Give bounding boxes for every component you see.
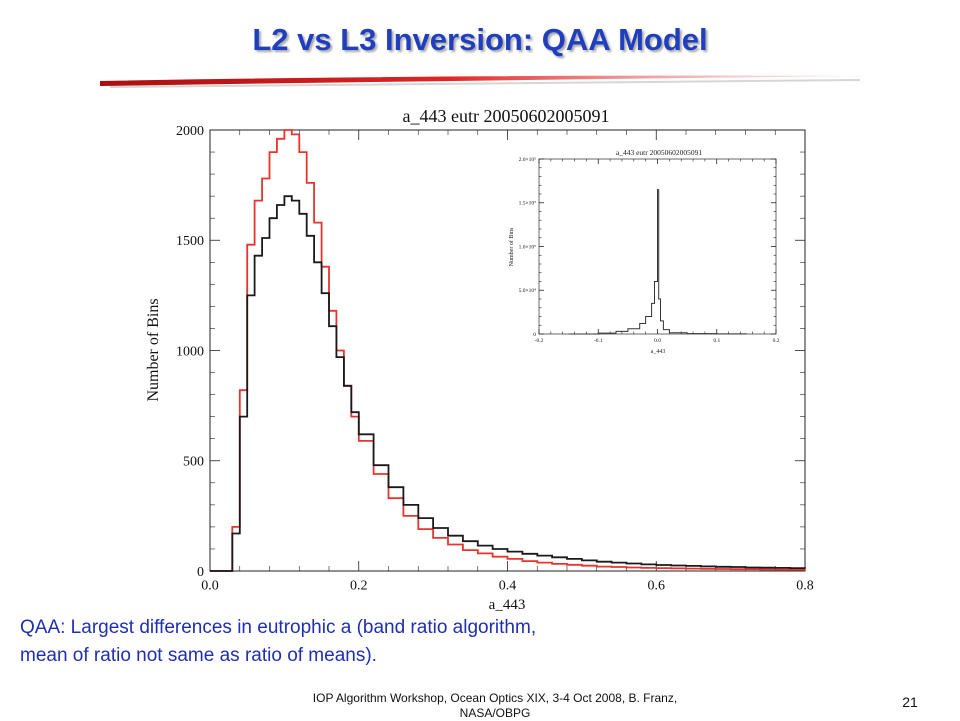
inset-histogram: a_443 eutr 20050602005091 05.0×10⁴1.0×10… [485, 142, 790, 364]
chart-title: a_443 eutr 20050602005091 [403, 106, 610, 126]
inset-x-tick-label: -0.2 [535, 338, 544, 344]
inset-y-tick-label: 5.0×10⁴ [519, 288, 536, 294]
inset-y-tick-label: 1.0×10⁵ [519, 244, 536, 250]
x-axis-label: a_443 [489, 597, 526, 613]
main-x-tick-label: 0.4 [499, 579, 517, 594]
inset-y-tick-label: 2.0×10⁵ [519, 157, 536, 163]
main-y-tick-label: 1000 [176, 344, 204, 359]
main-x-tick-label: 0.8 [796, 579, 814, 594]
caption-line-2: mean of ratio not same as ratio of means… [20, 642, 780, 670]
inset-background [485, 142, 790, 364]
inset-x-tick-label: 0.1 [713, 338, 720, 344]
caption-line-1: QAA: Largest differences in eutrophic a … [20, 614, 780, 642]
slide-number: 21 [890, 694, 930, 710]
main-x-tick-label: 0.2 [350, 579, 368, 594]
y-axis-label: Number of Bins [145, 298, 162, 401]
main-y-tick-label: 2000 [176, 124, 204, 139]
main-x-tick-label: 0.0 [201, 579, 219, 594]
slide-caption: QAA: Largest differences in eutrophic a … [20, 614, 780, 670]
inset-chart-title: a_443 eutr 20050602005091 [616, 148, 702, 157]
slide-footer: IOP Algorithm Workshop, Ocean Optics XIX… [280, 691, 710, 721]
main-x-tick-label: 0.6 [648, 579, 666, 594]
inset-y-tick-label: 1.5×10⁵ [519, 201, 536, 207]
inset-x-tick-label: 0.2 [773, 338, 780, 344]
inset-x-axis-label: a_443 [651, 349, 666, 355]
inset-y-axis-label: Number of Bins [508, 227, 515, 266]
inset-x-tick-label: 0.0 [654, 338, 661, 344]
inset-x-tick-label: -0.1 [594, 338, 603, 344]
main-y-tick-label: 500 [183, 455, 204, 470]
main-y-tick-label: 1500 [176, 234, 204, 249]
